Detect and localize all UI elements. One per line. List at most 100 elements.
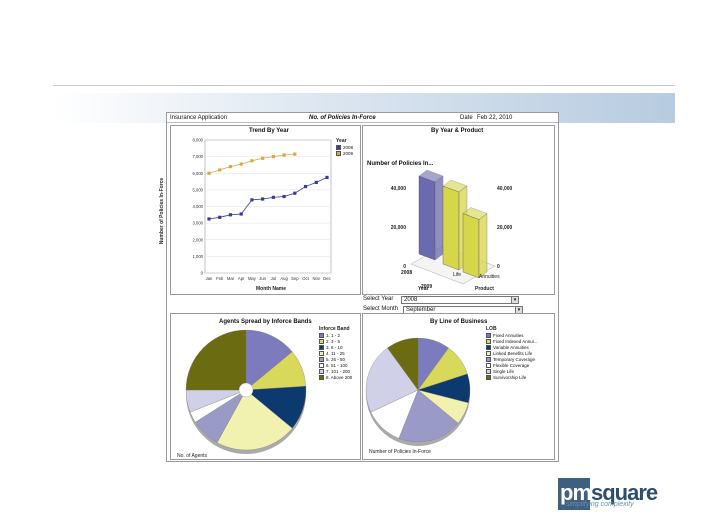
legend-item[interactable]: Fixed Annuities	[486, 333, 524, 338]
legend-label: Variable Annuities	[493, 345, 529, 350]
y-tick-label: 2,000	[193, 237, 204, 242]
legend-swatch	[319, 375, 324, 380]
data-point-2008	[303, 184, 308, 189]
legend-item[interactable]: 5. 26 - 50	[319, 357, 345, 362]
report-header: Insurance Application No. of Policies In…	[167, 113, 558, 123]
y-tick-label: 1,000	[193, 254, 204, 259]
legend-item[interactable]: Linked Benefits Life	[486, 351, 532, 356]
legend-swatch	[486, 363, 491, 368]
legend-2008-label: 2008	[343, 145, 354, 150]
bar-2008-life-front	[418, 175, 436, 261]
x-tick-label: Dec	[323, 276, 330, 281]
legend-item[interactable]: 7. 101 - 200	[319, 369, 350, 374]
series-line-2008	[208, 177, 328, 220]
dashboard-panel: Insurance Application No. of Policies In…	[159, 112, 559, 462]
legend-label: Survivorship Life	[493, 375, 527, 380]
legend-item[interactable]: Fixed Indexed Annui...	[486, 339, 538, 344]
pie-slice	[398, 389, 459, 443]
legend-item[interactable]: Flexible Coverage	[486, 363, 529, 368]
agents-footer: No. of Agents	[177, 453, 208, 459]
y-tick-label: 0	[403, 264, 406, 270]
legend-swatch	[319, 357, 324, 362]
legend-2008[interactable]: 2008	[336, 145, 353, 150]
data-point-2009	[271, 155, 275, 159]
pie-slice	[245, 329, 293, 391]
data-point-2008	[207, 217, 211, 221]
category-label: 2009	[421, 284, 432, 290]
product-year-label: Year	[418, 286, 429, 292]
chevron-down-icon[interactable]: ▾	[511, 297, 518, 303]
legend-item[interactable]: 2. 3 - 5	[319, 339, 340, 344]
bar-2009-life-front	[442, 185, 460, 271]
x-tick-label: Mar	[227, 276, 235, 281]
x-tick-label: Oct	[302, 276, 309, 281]
data-point-2009	[207, 171, 211, 175]
legend-label: 6. 51 - 100	[326, 363, 348, 368]
legend-item[interactable]: 8. Above 200	[319, 375, 352, 380]
bar-2009-annuities-front	[462, 213, 480, 279]
legend-item[interactable]: Survivorship Life	[486, 375, 526, 380]
date-value: Feb 22, 2010	[477, 115, 513, 121]
legend-swatch	[486, 369, 491, 374]
legend-item[interactable]: 3. 6 - 10	[319, 345, 343, 350]
x-tick-label: Jun	[259, 276, 266, 281]
month-select-label: Select Month	[363, 306, 399, 312]
legend-label: 3. 6 - 10	[326, 345, 343, 350]
trend-chart-panel: Trend By Year 0 1,000 2,000 3,000 4,000 5,000…	[159, 125, 361, 295]
trend-title: Trend By Year	[249, 128, 289, 134]
logo-name: pmsquare	[560, 480, 658, 505]
legend-label: 7. 101 - 200	[326, 369, 351, 374]
top-divider	[53, 85, 675, 86]
month-select-value: September	[406, 307, 436, 313]
data-point-2009	[282, 153, 286, 157]
report-title: No. of Policies In-Force	[309, 115, 376, 121]
legend-item[interactable]: Variable Annuities	[486, 345, 529, 350]
y-tick-label: 8,000	[193, 138, 204, 143]
swatch-2009	[336, 151, 341, 156]
legend-swatch	[486, 375, 491, 380]
lob-legend-title: LOB	[486, 326, 497, 332]
legend-label: Fixed Annuities	[493, 333, 524, 338]
legend-swatch	[486, 351, 491, 356]
data-point-2008	[261, 197, 265, 201]
app-name: Insurance Application	[170, 115, 228, 121]
data-point-2009	[228, 165, 233, 169]
data-point-2008	[271, 195, 275, 199]
product-chart: 0 0 20,000 20,000 40,000 40,000 2008 2009 Life An…	[391, 169, 513, 290]
data-point-2008	[250, 198, 254, 202]
y-tick-label: 3,000	[193, 221, 204, 226]
legend-item[interactable]: 1. 1 - 2	[319, 333, 340, 338]
product-title: By Year & Product	[431, 128, 484, 134]
data-point-2008	[228, 213, 233, 217]
legend-2009[interactable]: 2009	[336, 151, 353, 156]
y-tick-label: 20,000	[391, 225, 407, 231]
bar-2008-life-top	[418, 169, 444, 183]
y-tick-label: 7,000	[193, 154, 204, 159]
lob-chart-panel: By Line of Business LOB Fixed Annuities F…	[362, 313, 555, 460]
data-point-2008	[239, 212, 243, 216]
lob-title: By Line of Business	[430, 319, 488, 325]
date-label: Date	[460, 115, 473, 121]
x-tick-label: Apr	[238, 276, 245, 281]
trend-legend-title: Year	[336, 138, 347, 144]
lob-pie-chart	[365, 337, 471, 446]
year-select-value: 2008	[404, 297, 418, 303]
legend-item[interactable]: 6. 51 - 100	[319, 363, 348, 368]
x-tick-label: Jul	[271, 276, 276, 281]
bar-2008-life-side	[434, 175, 444, 261]
x-tick-label: Nov	[313, 276, 321, 281]
pie-hole	[238, 382, 254, 398]
legend-2009-label: 2009	[343, 151, 354, 156]
legend-item[interactable]: Temporary Coverage	[486, 357, 535, 362]
legend-label: Linked Benefits Life	[493, 351, 533, 356]
trend-xlabel: Month Name	[256, 286, 286, 292]
legend-swatch	[319, 333, 324, 338]
legend-item[interactable]: 4. 11 - 25	[319, 351, 345, 356]
pie-slice	[185, 329, 247, 391]
y-tick-label: 0	[497, 264, 500, 270]
chevron-down-icon[interactable]: ▾	[515, 307, 522, 313]
legend-item[interactable]: Single Life	[486, 369, 514, 374]
pmsquare-logo: pmsquare simplifying complexity	[558, 478, 678, 510]
year-select[interactable]: 2008 ▾	[401, 296, 519, 304]
data-point-2009	[218, 168, 222, 172]
